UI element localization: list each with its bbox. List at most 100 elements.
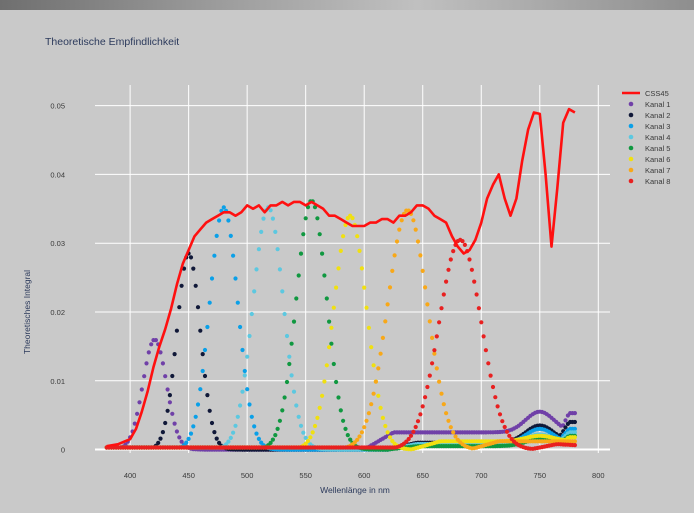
data-point	[371, 363, 376, 368]
data-point	[186, 436, 191, 441]
legend-swatch-dot	[628, 167, 634, 173]
data-point	[317, 232, 322, 237]
legend-swatch-dot	[628, 178, 634, 184]
data-point	[273, 433, 278, 438]
data-point	[434, 334, 439, 339]
data-point	[252, 424, 257, 429]
data-point	[357, 248, 362, 253]
data-point	[359, 430, 364, 435]
data-point	[142, 374, 147, 379]
data-point	[289, 341, 294, 346]
y-tick-label: 0.02	[50, 308, 65, 317]
data-point	[249, 414, 254, 419]
legend-item-kanal-8: Kanal 8	[628, 177, 670, 186]
data-point	[437, 320, 442, 325]
data-point	[198, 387, 203, 392]
data-point	[341, 234, 346, 239]
data-point	[289, 373, 294, 378]
legend-label: CSS45	[645, 89, 669, 98]
data-point	[324, 363, 329, 368]
data-point	[298, 423, 304, 428]
legend-item-kanal-5: Kanal 5	[628, 144, 670, 153]
data-point	[563, 418, 568, 423]
data-point	[362, 425, 367, 430]
data-point	[135, 411, 140, 416]
data-point	[331, 305, 336, 310]
legend: CSS45 Kanal 1 Kanal 2 Kanal 3 Kanal 4 Kanal 5…	[622, 89, 670, 186]
data-point	[380, 415, 385, 420]
data-point	[312, 423, 318, 429]
data-point	[350, 216, 355, 221]
data-point	[446, 267, 451, 272]
data-point	[507, 433, 512, 438]
data-point	[362, 285, 367, 290]
y-axis-ticks: 0 0.01 0.02 0.03 0.04 0.05	[50, 102, 65, 455]
data-point	[188, 431, 194, 436]
data-point	[240, 389, 245, 394]
legend-label: Kanal 8	[645, 177, 670, 186]
data-point	[205, 324, 210, 330]
data-point	[261, 216, 266, 221]
data-point	[331, 361, 336, 367]
data-point	[451, 249, 456, 254]
legend-label: Kanal 6	[645, 155, 670, 164]
legend-swatch-dot	[628, 123, 634, 129]
data-point	[158, 350, 163, 355]
data-point	[296, 414, 301, 419]
data-point	[460, 239, 465, 244]
data-point	[226, 218, 231, 223]
data-point	[287, 354, 292, 359]
chart: Theoretische Empfindlichkeit 400 450 500 55…	[22, 36, 670, 495]
css45-line	[106, 107, 576, 448]
data-point	[209, 276, 215, 281]
data-point	[284, 379, 290, 385]
data-point	[137, 400, 142, 405]
data-point	[303, 216, 308, 221]
data-point	[432, 348, 437, 353]
data-point	[385, 430, 390, 435]
data-point	[341, 418, 346, 423]
legend-label: Kanal 2	[645, 111, 670, 120]
data-point	[486, 361, 491, 366]
data-point	[364, 418, 369, 423]
x-tick-label: 650	[416, 471, 429, 480]
data-point	[254, 267, 259, 272]
data-point	[202, 347, 208, 353]
data-point	[277, 418, 282, 423]
data-point	[242, 368, 247, 374]
top-image-strip	[0, 0, 694, 10]
legend-label: Kanal 7	[645, 166, 670, 175]
data-point	[420, 268, 425, 273]
data-point	[242, 373, 247, 378]
data-point	[212, 430, 217, 435]
data-point	[273, 229, 278, 234]
data-point	[188, 255, 194, 260]
data-point	[483, 348, 488, 353]
data-point	[317, 405, 322, 410]
data-point	[572, 430, 578, 435]
data-point	[252, 289, 257, 294]
chart-title: Theoretische Empfindlichkeit	[45, 36, 179, 48]
data-point	[406, 436, 411, 442]
data-point	[193, 414, 198, 419]
data-point	[444, 279, 449, 284]
data-point	[415, 239, 421, 244]
data-point	[446, 418, 451, 423]
x-tick-label: 450	[182, 471, 195, 480]
y-tick-label: 0.05	[50, 102, 65, 111]
data-point	[132, 421, 137, 426]
data-point	[144, 361, 149, 366]
data-point	[364, 305, 369, 310]
data-point	[451, 430, 456, 435]
data-point	[275, 426, 280, 431]
data-point	[217, 218, 222, 223]
data-point	[167, 400, 172, 405]
data-point	[336, 395, 341, 400]
data-point	[490, 384, 496, 390]
data-point	[387, 435, 393, 440]
data-point	[430, 335, 435, 340]
data-point	[214, 436, 219, 441]
data-point	[397, 227, 402, 232]
data-point	[193, 283, 198, 288]
data-point	[238, 403, 243, 408]
